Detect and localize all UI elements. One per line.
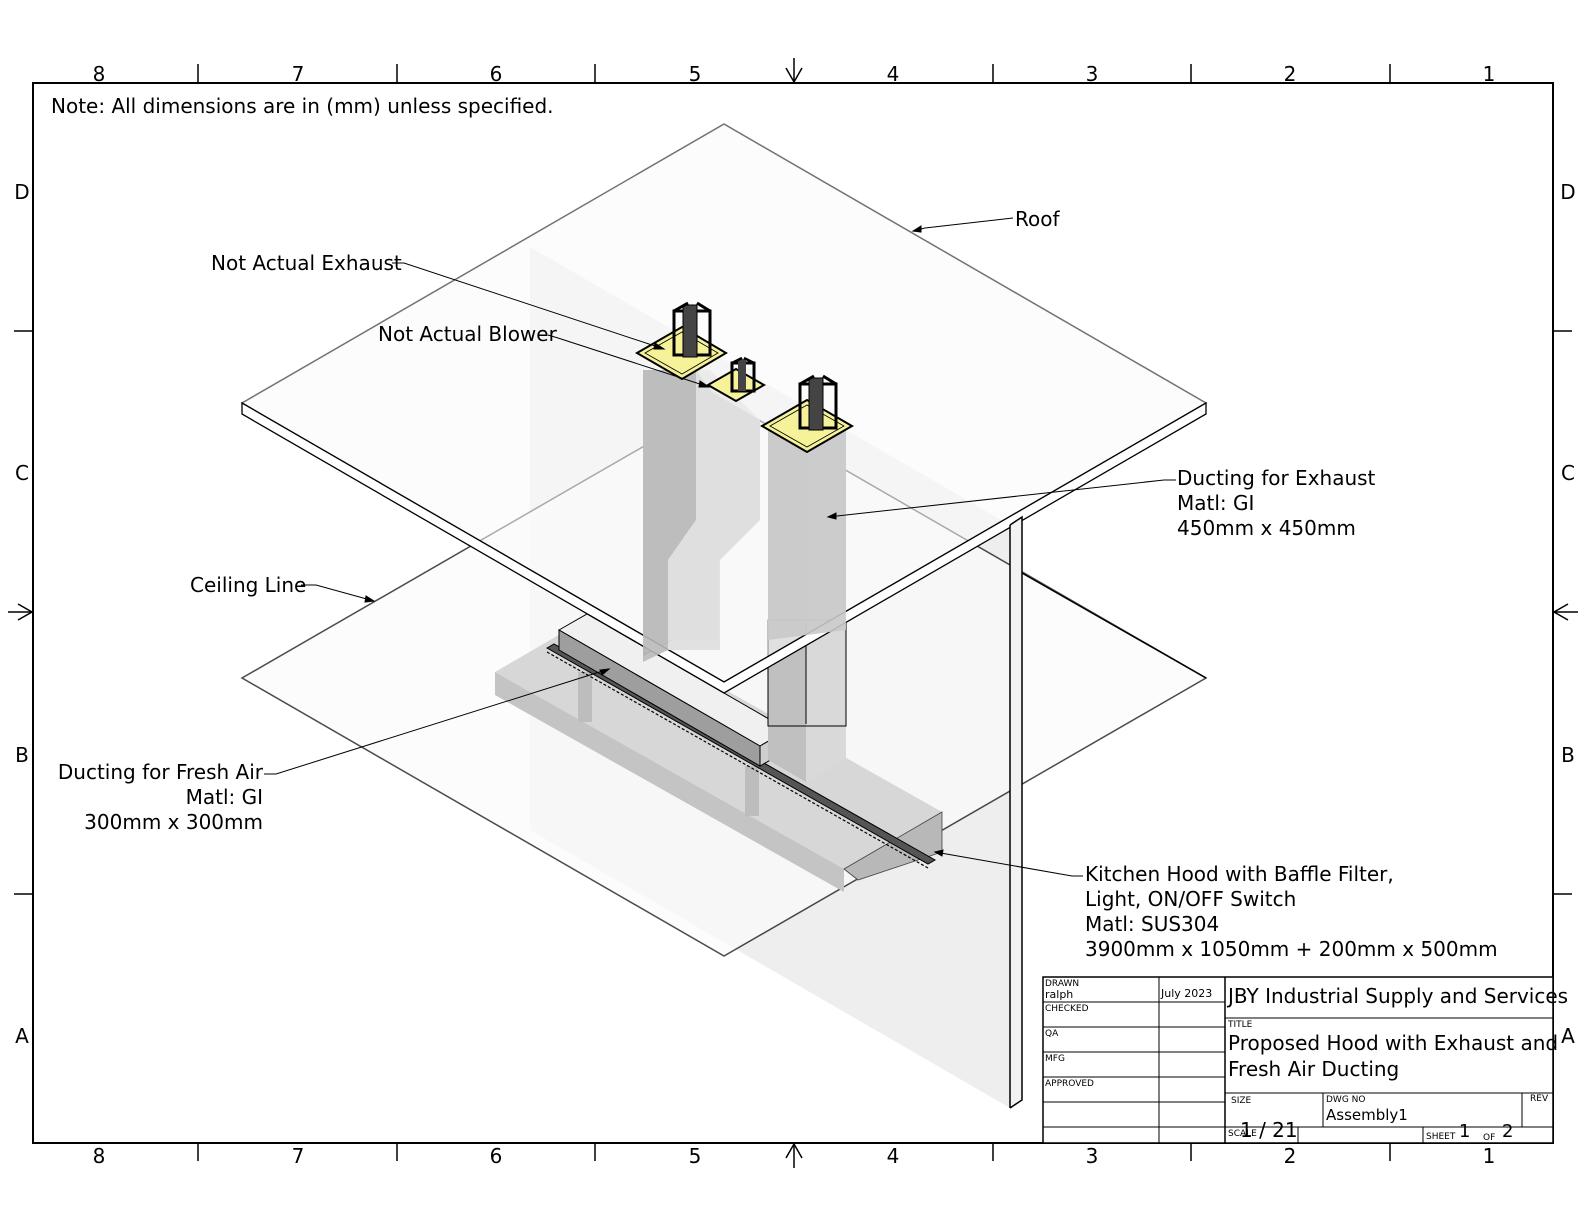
zone-col-top-7: 7 xyxy=(291,62,305,86)
zone-col-bottom-3: 3 xyxy=(1085,1144,1099,1168)
callout-fresh-air-ducting: Ducting for Fresh Air Matl: GI 300mm x 3… xyxy=(58,760,263,835)
exhaust-fan-1 xyxy=(635,301,728,381)
roof-plate-edge xyxy=(241,401,1207,694)
zone-col-top-3: 3 xyxy=(1085,62,1099,86)
blower-fan xyxy=(705,356,767,403)
wall-edge xyxy=(1009,515,1023,1109)
zone-col-top-1: 1 xyxy=(1482,62,1496,86)
zone-col-bottom-2: 2 xyxy=(1283,1144,1297,1168)
tb-approved-label: APPROVED xyxy=(1045,1079,1094,1089)
zone-row-right-a: A xyxy=(1561,1024,1575,1048)
callout-kitchen-hood: Kitchen Hood with Baffle Filter, Light, … xyxy=(1085,862,1498,962)
hood-leg xyxy=(578,672,592,722)
hood-leg xyxy=(745,766,759,816)
tb-of-label: OF xyxy=(1483,1133,1496,1143)
zone-row-left-d: D xyxy=(14,180,30,204)
tb-sheet-total: 2 xyxy=(1502,1121,1514,1142)
tb-mfg-label: MFG xyxy=(1045,1054,1065,1064)
zone-col-top-4: 4 xyxy=(886,62,900,86)
tb-title-label: TITLE xyxy=(1228,1020,1253,1030)
zone-col-top-2: 2 xyxy=(1283,62,1297,86)
tb-drawn-label: DRAWN xyxy=(1045,979,1080,989)
kitchen-hood-line-3: Matl: SUS304 xyxy=(1085,912,1220,936)
fresh-air-ducting-line-3: 300mm x 300mm xyxy=(84,810,263,834)
zone-col-top-8: 8 xyxy=(92,62,106,86)
dimension-note: Note: All dimensions are in (mm) unless … xyxy=(51,94,554,118)
zone-row-left-b: B xyxy=(15,743,29,767)
drawing-frame xyxy=(32,82,1554,1144)
tb-scale-label: SCALE xyxy=(1228,1129,1257,1139)
fresh-air-ducting-line-2: Matl: GI xyxy=(185,785,263,809)
tb-dwg-no-label: DWG NO xyxy=(1326,1095,1366,1105)
kitchen-hood-line-2: Light, ON/OFF Switch xyxy=(1085,887,1297,911)
zone-col-bottom-7: 7 xyxy=(291,1144,305,1168)
tb-size-label: SIZE xyxy=(1231,1096,1252,1106)
tb-checked-label: CHECKED xyxy=(1045,1004,1089,1014)
exhaust-ducting-line-2: Matl: GI xyxy=(1177,491,1255,515)
title-block xyxy=(1042,976,1554,1144)
zone-col-bottom-8: 8 xyxy=(92,1144,106,1168)
zone-ticks xyxy=(14,64,1572,1161)
tb-sheet-no: 1 xyxy=(1459,1121,1471,1142)
fresh-duct-upper-face xyxy=(668,370,760,650)
tb-company: JBY Industrial Supply and Services xyxy=(1228,984,1569,1008)
callout-roof: Roof xyxy=(1015,207,1060,231)
callout-not-actual-exhaust: Not Actual Exhaust xyxy=(211,251,402,275)
callout-exhaust-ducting: Ducting for Exhaust Matl: GI 450mm x 450… xyxy=(1177,466,1375,541)
kitchen-hood-line-4: 3900mm x 1050mm + 200mm x 500mm xyxy=(1085,937,1498,961)
tb-sheet-label: SHEET xyxy=(1426,1132,1456,1142)
callout-not-actual-blower: Not Actual Blower xyxy=(378,322,557,346)
tb-scale: 1 / 21 xyxy=(1240,1118,1298,1142)
zone-row-right-b: B xyxy=(1561,743,1575,767)
leader-lines xyxy=(264,217,1176,877)
zone-row-left-c: C xyxy=(15,461,29,485)
tb-dwg-no: Assembly1 xyxy=(1326,1106,1408,1124)
zone-col-top-5: 5 xyxy=(688,62,702,86)
zone-col-top-6: 6 xyxy=(489,62,503,86)
exhaust-fan-2 xyxy=(760,374,854,454)
tb-qa-label: QA xyxy=(1045,1029,1059,1039)
callout-ceiling-line: Ceiling Line xyxy=(190,573,307,597)
tb-title-line-2: Fresh Air Ducting xyxy=(1228,1057,1400,1081)
zone-row-right-c: C xyxy=(1561,461,1575,485)
exhaust-ducting-line-1: Ducting for Exhaust xyxy=(1177,466,1376,490)
zone-col-bottom-6: 6 xyxy=(489,1144,503,1168)
tb-rev-label: REV xyxy=(1530,1094,1549,1104)
zone-row-left-a: A xyxy=(15,1024,29,1048)
zone-col-bottom-1: 1 xyxy=(1482,1144,1496,1168)
tb-drawn-date: July 2023 xyxy=(1161,987,1213,1000)
exhaust-duct-upper xyxy=(768,430,846,640)
zone-row-right-d: D xyxy=(1560,180,1576,204)
kitchen-hood-line-1: Kitchen Hood with Baffle Filter, xyxy=(1085,862,1394,886)
hood-front xyxy=(495,672,844,892)
tb-title-line-1: Proposed Hood with Exhaust and xyxy=(1228,1031,1559,1055)
tb-drawn-by: ralph xyxy=(1045,988,1074,1001)
fresh-air-ducting-line-1: Ducting for Fresh Air xyxy=(57,760,263,784)
zone-col-bottom-5: 5 xyxy=(688,1144,702,1168)
centering-marks xyxy=(8,58,1578,1168)
zone-col-bottom-4: 4 xyxy=(886,1144,900,1168)
fresh-duct-upper xyxy=(643,370,696,662)
exhaust-ducting-line-3: 450mm x 450mm xyxy=(1177,516,1356,540)
